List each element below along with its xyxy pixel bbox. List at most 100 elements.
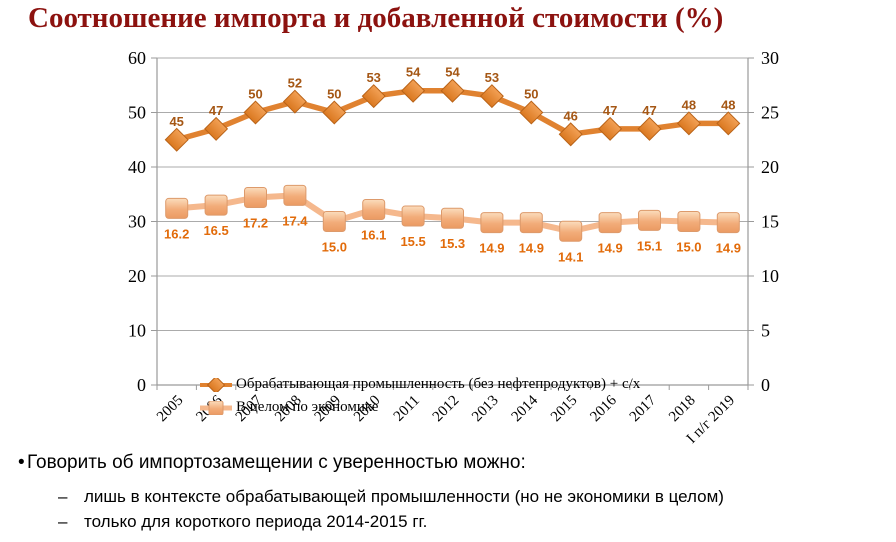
dash-icon: – bbox=[58, 487, 68, 506]
data-point-marker bbox=[598, 116, 623, 141]
bullet-sub-text: только для короткого периода 2014-2015 г… bbox=[84, 512, 428, 531]
x-axis-category-label: 2005 bbox=[154, 393, 187, 426]
x-axis-category-label: 2016 bbox=[587, 392, 620, 425]
data-label: 15.3 bbox=[440, 236, 465, 251]
data-point-marker bbox=[559, 220, 583, 242]
data-label: 15.5 bbox=[400, 234, 425, 249]
legend-item-economy: В целом по экономике bbox=[200, 399, 378, 416]
right-axis-tick-label: 20 bbox=[761, 157, 779, 177]
data-point-marker bbox=[676, 111, 701, 136]
data-label: 53 bbox=[485, 70, 499, 85]
data-point-marker bbox=[243, 100, 268, 125]
data-point-marker bbox=[282, 89, 307, 114]
data-point-marker bbox=[164, 127, 189, 152]
left-axis-tick-label: 40 bbox=[128, 157, 146, 177]
legend-line-diamond-icon bbox=[200, 377, 232, 392]
data-point-marker bbox=[244, 187, 267, 209]
legend-label: В целом по экономике bbox=[236, 399, 379, 415]
dash-icon: – bbox=[58, 512, 68, 531]
data-label: 15.1 bbox=[637, 238, 662, 253]
legend-label: Обрабатывающая промышленность (без нефте… bbox=[236, 376, 641, 392]
data-point-marker bbox=[637, 116, 662, 141]
right-axis-tick-label: 5 bbox=[761, 321, 770, 341]
data-label: 17.4 bbox=[282, 213, 308, 228]
x-axis-category-label: 2017 bbox=[627, 392, 660, 425]
data-label: 46 bbox=[563, 108, 577, 123]
data-label: 16.2 bbox=[164, 226, 189, 241]
bullet-sub-1: – лишь в контексте обрабатывающей промыш… bbox=[0, 487, 896, 507]
data-label: 15.0 bbox=[676, 240, 701, 255]
data-label: 47 bbox=[603, 103, 617, 118]
x-axis-category-label: 2018 bbox=[666, 393, 699, 426]
data-label: 50 bbox=[327, 87, 341, 102]
data-point-marker bbox=[362, 199, 386, 221]
x-axis-category-label: 2014 bbox=[509, 392, 542, 425]
right-axis-tick-label: 30 bbox=[761, 48, 779, 68]
data-point-marker bbox=[204, 194, 228, 216]
data-label: 14.9 bbox=[519, 241, 544, 256]
data-point-marker bbox=[638, 209, 661, 231]
legend-item-manufacturing: Обрабатывающая промышленность (без нефте… bbox=[200, 376, 640, 393]
left-axis-tick-label: 50 bbox=[128, 103, 146, 123]
data-label: 14.9 bbox=[479, 241, 504, 256]
data-point-marker bbox=[716, 212, 740, 234]
page-title: Соотношение импорта и добавленной стоимо… bbox=[28, 2, 724, 34]
data-point-marker bbox=[716, 111, 741, 136]
data-label: 47 bbox=[209, 103, 223, 118]
data-point-marker bbox=[165, 197, 189, 219]
left-axis-tick-label: 10 bbox=[128, 321, 146, 341]
bullet-sub-2: – только для короткого периода 2014-2015… bbox=[0, 512, 896, 532]
data-label: 17.2 bbox=[243, 216, 268, 231]
data-label: 47 bbox=[642, 103, 656, 118]
data-label: 48 bbox=[682, 97, 696, 112]
left-axis-tick-label: 60 bbox=[128, 48, 146, 68]
data-label: 15.0 bbox=[322, 240, 347, 255]
data-label: 50 bbox=[248, 87, 262, 102]
right-axis-tick-label: 0 bbox=[761, 375, 770, 395]
data-label: 48 bbox=[721, 97, 735, 112]
data-label: 45 bbox=[169, 114, 183, 129]
data-point-marker bbox=[322, 100, 347, 125]
left-axis-tick-label: 0 bbox=[137, 375, 146, 395]
left-axis-tick-label: 30 bbox=[128, 212, 146, 232]
data-label: 53 bbox=[366, 70, 380, 85]
data-label: 14.9 bbox=[716, 241, 741, 256]
data-point-marker bbox=[519, 100, 544, 125]
right-axis-tick-label: 15 bbox=[761, 212, 779, 232]
data-label: 14.1 bbox=[558, 249, 583, 264]
x-axis-category-label: 2011 bbox=[391, 393, 423, 425]
data-point-marker bbox=[558, 122, 583, 147]
data-point-marker bbox=[204, 116, 229, 141]
right-axis-tick-label: 25 bbox=[761, 103, 779, 123]
data-point-marker bbox=[283, 184, 307, 206]
data-label: 54 bbox=[445, 65, 460, 80]
data-label: 16.1 bbox=[361, 228, 386, 243]
x-axis-category-label: 2013 bbox=[469, 393, 502, 426]
bullet-main: • Говорить об импортозамещении с уверенн… bbox=[0, 452, 896, 474]
bullet-icon: • bbox=[18, 452, 25, 473]
data-point-marker bbox=[401, 205, 425, 227]
data-label: 14.9 bbox=[597, 241, 622, 256]
chart-canvas: 0102030405060051015202530200520062007200… bbox=[128, 48, 779, 447]
data-point-marker bbox=[441, 207, 464, 229]
x-axis-category-label: 2015 bbox=[548, 393, 581, 426]
data-point-marker bbox=[480, 212, 504, 234]
data-point-marker bbox=[401, 78, 426, 103]
data-label: 50 bbox=[524, 87, 538, 102]
data-point-marker bbox=[361, 84, 386, 109]
legend-line-square-icon bbox=[200, 400, 232, 415]
bullet-sub-text: лишь в контексте обрабатывающей промышле… bbox=[84, 487, 724, 506]
left-axis-tick-label: 20 bbox=[128, 266, 146, 286]
x-axis-category-label: 2012 bbox=[430, 393, 463, 426]
data-point-marker bbox=[322, 211, 346, 232]
data-point-marker bbox=[519, 212, 543, 234]
data-label: 16.5 bbox=[203, 223, 228, 238]
data-label: 54 bbox=[406, 65, 421, 80]
data-label: 52 bbox=[288, 76, 302, 91]
right-axis-tick-label: 10 bbox=[761, 266, 779, 286]
data-point-marker bbox=[598, 212, 622, 234]
data-point-marker bbox=[479, 84, 504, 109]
chart-area: 0102030405060051015202530200520062007200… bbox=[0, 40, 896, 452]
data-point-marker bbox=[440, 78, 465, 103]
